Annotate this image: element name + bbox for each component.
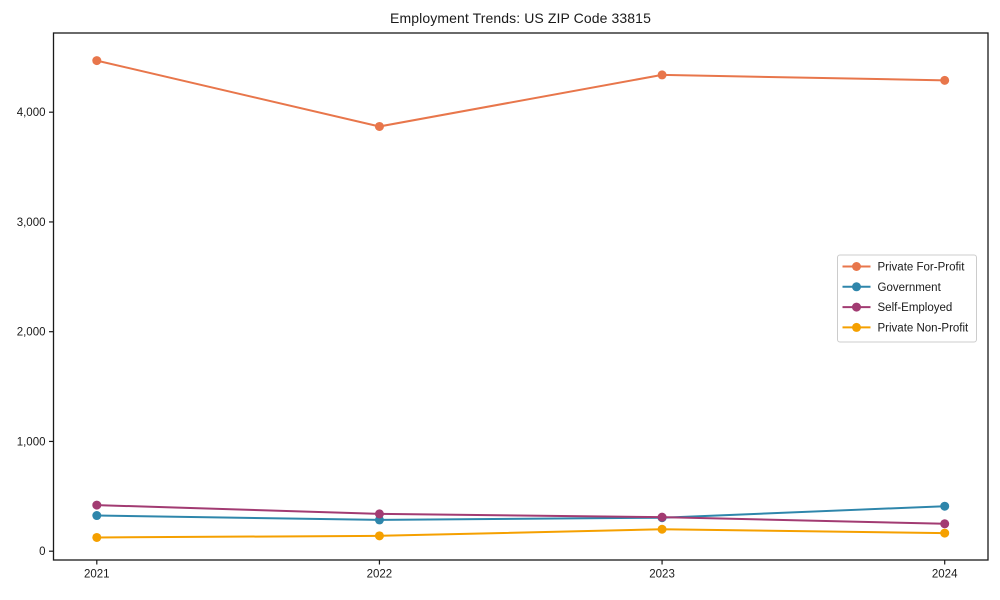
y-tick-label: 1,000 [17, 436, 46, 448]
data-point-marker [940, 501, 950, 511]
y-tick-label: 2,000 [17, 327, 46, 339]
x-tick-label: 2021 [84, 569, 110, 581]
data-point-marker [374, 509, 384, 519]
data-point-marker [92, 532, 102, 542]
series-private-for-profit [92, 56, 950, 131]
y-tick-label: 4,000 [17, 107, 46, 119]
series-line [96, 528, 945, 539]
data-point-marker [657, 524, 667, 534]
legend-item: Government [842, 282, 942, 294]
legend-item: Self-Employed [842, 302, 953, 314]
series-line [96, 59, 945, 128]
legend-label: Government [878, 282, 942, 294]
data-point-marker [92, 56, 102, 66]
data-point-marker [92, 511, 102, 521]
data-point-marker [940, 519, 950, 529]
data-point-marker [374, 531, 384, 541]
legend-label: Private For-Profit [878, 262, 966, 274]
data-point-marker [940, 528, 950, 538]
y-axis: 0 1,000 2,000 3,000 4,000 [17, 107, 54, 558]
legend: Private For-Profit Government Self-Employe… [837, 254, 977, 343]
axes-box [52, 32, 989, 561]
legend-item: Private Non-Profit [842, 322, 970, 334]
series-line [96, 505, 945, 521]
series-line [96, 504, 945, 525]
x-tick-label: 2023 [649, 569, 675, 581]
data-point-marker [92, 500, 102, 510]
x-tick-label: 2022 [367, 569, 393, 581]
series-private-non-profit [92, 524, 950, 542]
legend-label: Self-Employed [878, 302, 953, 314]
legend-marker-icon [852, 282, 861, 292]
series-self-employed [92, 500, 950, 529]
legend-marker-icon [852, 262, 861, 271]
legend-marker-icon [852, 302, 861, 312]
y-tick-label: 0 [39, 546, 45, 558]
data-point-marker [940, 75, 950, 85]
x-axis: 2021 2022 2023 2024 [84, 560, 958, 581]
legend-label: Private Non-Profit [878, 322, 970, 334]
x-tick-label: 2024 [932, 569, 958, 581]
legend-marker-icon [852, 322, 861, 332]
data-point-marker [374, 121, 384, 131]
data-point-marker [657, 70, 667, 80]
legend-item: Private For-Profit [842, 262, 966, 274]
legend-box [837, 254, 977, 343]
chart-title: Employment Trends: US ZIP Code 33815 [390, 10, 651, 26]
data-point-marker [657, 512, 667, 522]
y-tick-label: 3,000 [17, 217, 46, 229]
